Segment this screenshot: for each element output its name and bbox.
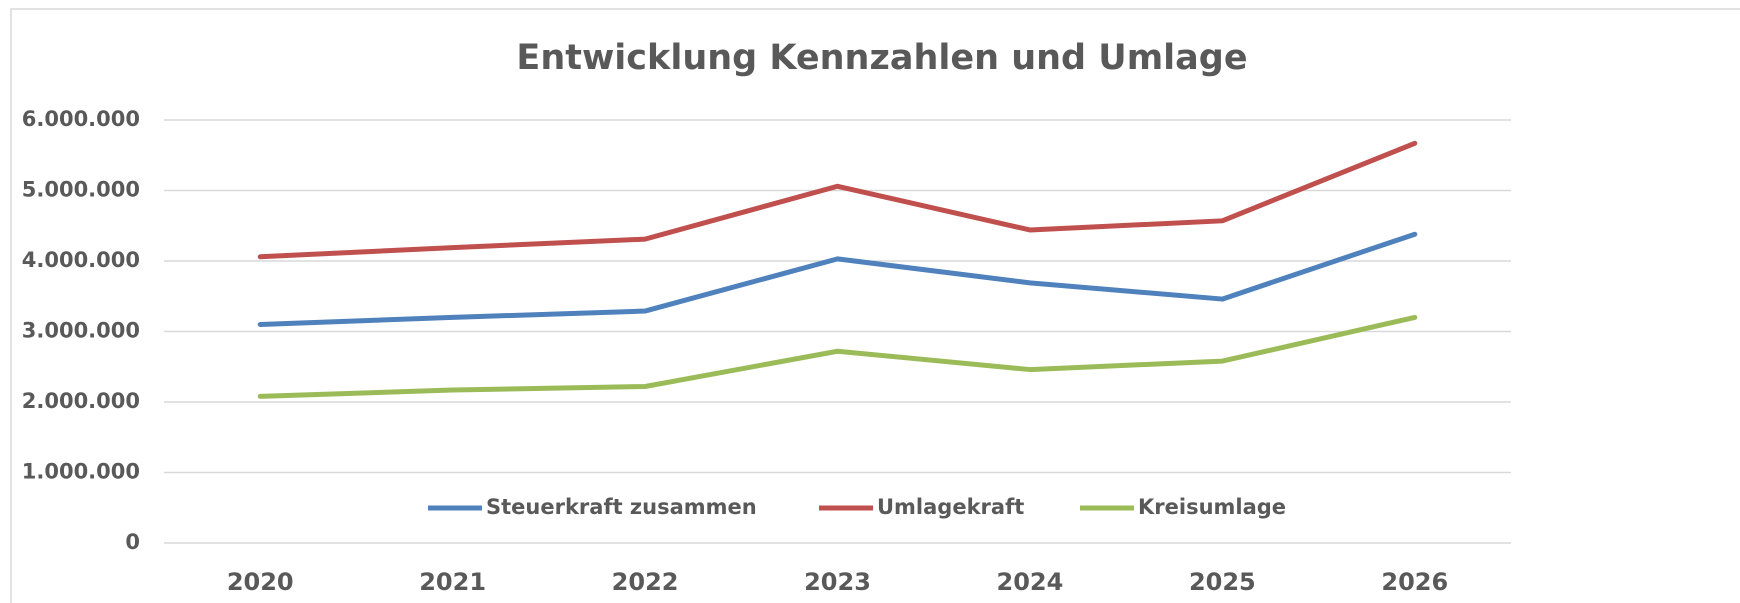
x-tick-label: 2023 <box>804 568 871 596</box>
y-tick-label: 3.000.000 <box>22 319 140 343</box>
chart-title: Entwicklung Kennzahlen und Umlage <box>516 38 1247 78</box>
x-tick-label: 2024 <box>997 568 1064 596</box>
y-tick-label: 2.000.000 <box>22 389 140 413</box>
x-tick-label: 2026 <box>1381 568 1448 596</box>
y-tick-label: 6.000.000 <box>22 107 140 131</box>
series-line <box>257 231 1418 327</box>
y-tick-label: 0 <box>125 530 140 554</box>
x-tick-label: 2020 <box>227 568 294 596</box>
series-line <box>257 140 1418 260</box>
chart-frame <box>10 8 1740 603</box>
x-tick-label: 2021 <box>419 568 486 596</box>
legend-label: Steuerkraft zusammen <box>486 495 757 519</box>
x-tick-label: 2022 <box>612 568 679 596</box>
x-tick-label: 2025 <box>1189 568 1256 596</box>
y-tick-label: 5.000.000 <box>22 178 140 202</box>
legend-label: Kreisumlage <box>1138 495 1286 519</box>
y-tick-label: 1.000.000 <box>22 460 140 484</box>
y-tick-label: 4.000.000 <box>22 248 140 272</box>
series-line <box>257 314 1418 399</box>
legend-label: Umlagekraft <box>877 495 1024 519</box>
